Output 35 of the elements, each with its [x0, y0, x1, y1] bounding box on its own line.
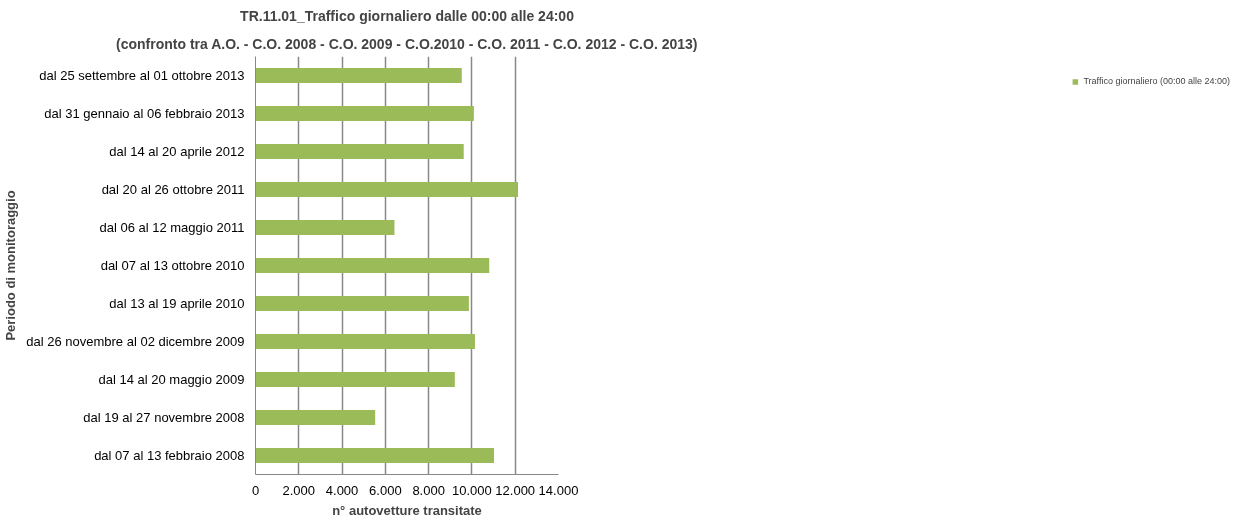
- x-tick-label: 2.000: [282, 482, 316, 498]
- y-tick-label: dal 19 al 27 novembre 2008: [83, 410, 245, 425]
- bar: [255, 333, 475, 350]
- bar: [255, 181, 519, 198]
- y-axis-title: Periodo di monitoraggio: [3, 190, 19, 341]
- bar: [255, 371, 455, 388]
- chart-subtitle: (confronto tra A.O. - C.O. 2008 - C.O. 2009 - C.O.2010 - C.O. 2011 - C.O. 2012 - C.O. 2013): [116, 35, 698, 52]
- x-tick-label: 12.000: [495, 482, 536, 498]
- chart-title: TR.11.01_Traffico giornaliero dalle 00:00 alle 24:00: [240, 7, 575, 24]
- y-tick-label: dal 20 al 26 ottobre 2011: [101, 182, 245, 197]
- x-tick-label: 0: [251, 482, 260, 498]
- x-tick-label: 6.000: [369, 482, 402, 498]
- bar: [255, 295, 469, 312]
- bar: [255, 219, 395, 236]
- y-tick-label: dal 26 novembre al 02 dicembre 2009: [26, 334, 245, 349]
- legend-label: Traffico giornaliero (00:00 alle 24:00): [1083, 76, 1230, 86]
- bar: [255, 67, 462, 84]
- y-tick-label: dal 07 al 13 febbraio 2008: [94, 448, 245, 463]
- x-tick-label: 14.000: [538, 482, 579, 498]
- bar: [255, 447, 494, 464]
- x-tick-label: 4.000: [325, 482, 359, 498]
- y-tick-label: dal 13 al 19 aprile 2010: [109, 296, 245, 311]
- y-tick-label: dal 07 al 13 ottobre 2010: [100, 258, 245, 273]
- y-tick-label: dal 06 al 12 maggio 2011: [99, 220, 245, 235]
- x-tick-label: 8.000: [412, 482, 445, 498]
- y-tick-label: dal 25 settembre al 01 ottobre 2013: [39, 68, 245, 83]
- x-tick-label: 10.000: [452, 482, 492, 498]
- y-tick-label: dal 14 al 20 maggio 2009: [98, 372, 245, 387]
- bar: [255, 143, 464, 160]
- bar: [255, 105, 474, 122]
- bar: [255, 257, 490, 274]
- x-axis-title: n° autovetture transitate: [332, 502, 482, 518]
- y-tick-label: dal 14 al 20 aprile 2012: [109, 144, 245, 159]
- y-tick-label: dal 31 gennaio al 06 febbraio 2013: [44, 106, 245, 121]
- bar: [255, 409, 376, 426]
